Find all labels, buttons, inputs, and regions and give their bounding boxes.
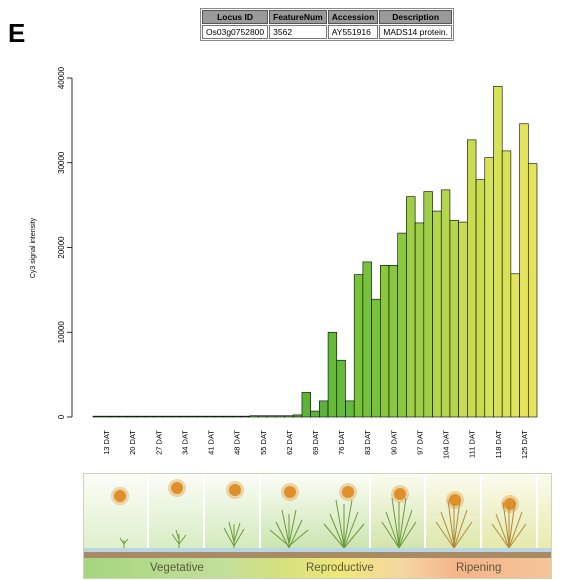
bar (398, 233, 407, 417)
bar (528, 164, 537, 417)
bar (441, 190, 450, 417)
x-tick-label: 27 DAT (154, 430, 163, 455)
y-tick-label: 40000 (57, 66, 66, 89)
bar (215, 416, 224, 417)
bar (363, 262, 372, 417)
bar (102, 416, 111, 417)
bar (493, 86, 502, 417)
bar (197, 416, 206, 417)
bar (224, 416, 233, 417)
bar (93, 416, 102, 417)
bar (433, 211, 442, 417)
bar (319, 401, 328, 417)
bar (511, 274, 520, 417)
y-tick-label: 10000 (57, 321, 66, 344)
bar (311, 411, 320, 417)
y-tick-label: 30000 (57, 151, 66, 174)
bar (154, 416, 163, 417)
stage-label-reproductive: Reproductive (306, 562, 374, 574)
bar (163, 416, 172, 417)
x-tick-label: 76 DAT (337, 430, 346, 455)
x-tick-label: 34 DAT (180, 430, 189, 455)
bar (485, 158, 494, 417)
bar (119, 416, 128, 417)
x-tick-label: 69 DAT (311, 430, 320, 455)
bar (276, 416, 285, 417)
y-tick-label: 0 (57, 414, 66, 419)
bar (206, 416, 215, 417)
rice-plants-icon (84, 474, 551, 554)
x-tick-label: 83 DAT (363, 430, 372, 455)
x-tick-label: 97 DAT (415, 430, 424, 455)
bar (137, 416, 146, 417)
bar (232, 416, 241, 417)
bar (354, 275, 363, 417)
bar (302, 392, 311, 417)
bar (345, 401, 354, 417)
bar (241, 416, 250, 417)
bar (180, 416, 189, 417)
bar (520, 124, 529, 417)
x-tick-label: 90 DAT (389, 430, 398, 455)
bar (415, 223, 424, 417)
bar (250, 416, 259, 417)
bar (267, 416, 276, 417)
bar (285, 416, 294, 417)
bar (128, 416, 137, 417)
bar (502, 151, 511, 417)
x-tick-label: 13 DAT (102, 430, 111, 455)
bar (380, 265, 389, 417)
x-tick-label: 20 DAT (128, 430, 137, 455)
y-tick-label: 20000 (57, 236, 66, 259)
bar (389, 265, 398, 417)
bar (145, 416, 154, 417)
stage-label-ripening: Ripening (456, 562, 501, 574)
growth-stage-illustration: Vegetative Reproductive Ripening (83, 473, 552, 579)
bar (372, 299, 381, 417)
bar (110, 416, 119, 417)
x-tick-label: 125 DAT (520, 430, 529, 459)
bar (467, 140, 476, 417)
x-tick-label: 41 DAT (207, 430, 216, 455)
x-tick-label: 48 DAT (233, 430, 242, 455)
bar (258, 416, 267, 417)
bar (450, 220, 459, 417)
bar (459, 222, 468, 417)
x-tick-label: 55 DAT (259, 430, 268, 455)
bar (189, 416, 198, 417)
bar-chart: 0 10000 20000 30000 40000 Cy3 signal intensit… (0, 0, 561, 470)
x-tick-label: 62 DAT (285, 430, 294, 455)
bar (337, 360, 346, 417)
x-tick-label: 118 DAT (494, 430, 503, 459)
bar (424, 192, 433, 417)
bar (328, 332, 337, 417)
y-axis-title: Cy3 signal intensity (30, 217, 37, 278)
x-tick-label: 111 DAT (468, 430, 477, 458)
bar (171, 416, 180, 417)
bar (476, 180, 485, 417)
x-tick-label: 104 DAT (442, 430, 451, 459)
stage-label-vegetative: Vegetative (150, 562, 204, 574)
bar (406, 197, 415, 417)
bar (293, 415, 302, 417)
